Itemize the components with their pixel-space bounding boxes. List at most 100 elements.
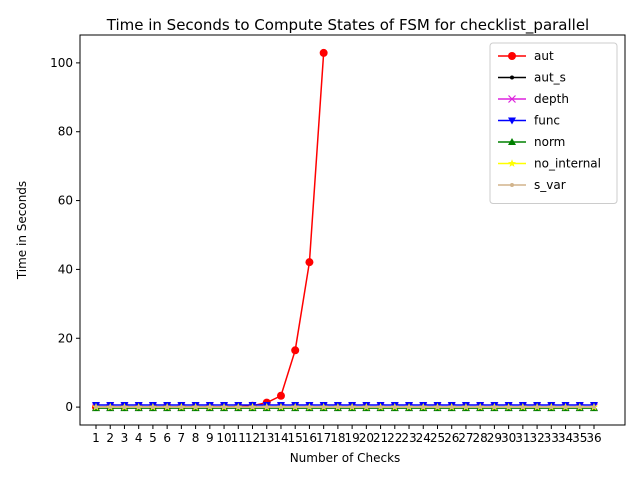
- marker: [236, 405, 241, 410]
- marker: [307, 405, 312, 410]
- legend-label: norm: [534, 135, 565, 149]
- x-tick-label: 2: [106, 431, 114, 445]
- x-tick-label: 29: [487, 431, 502, 445]
- y-tick-label: 20: [58, 331, 73, 345]
- marker: [378, 405, 383, 410]
- marker: [506, 405, 511, 410]
- legend-label: depth: [534, 92, 569, 106]
- marker: [136, 405, 141, 410]
- marker: [335, 405, 340, 410]
- x-tick-label: 9: [206, 431, 214, 445]
- marker: [278, 405, 283, 410]
- marker: [193, 405, 198, 410]
- x-tick-label: 6: [163, 431, 171, 445]
- chart-title: Time in Seconds to Compute States of FSM…: [106, 16, 589, 35]
- x-tick-label: 18: [330, 431, 345, 445]
- marker: [321, 405, 326, 410]
- legend-label: aut_s: [534, 71, 566, 85]
- x-tick-label: 32: [529, 431, 544, 445]
- x-tick-label: 19: [344, 431, 359, 445]
- x-tick-label: 3: [121, 431, 129, 445]
- y-tick-label: 100: [50, 56, 73, 70]
- y-tick-label: 0: [65, 400, 73, 414]
- marker: [293, 405, 298, 410]
- x-tick-label: 13: [259, 431, 274, 445]
- x-tick-label: 16: [302, 431, 317, 445]
- marker: [549, 405, 554, 410]
- x-tick-label: 30: [501, 431, 516, 445]
- x-tick-label: 14: [273, 431, 288, 445]
- legend-marker: [510, 75, 514, 80]
- legend-label: s_var: [534, 178, 566, 192]
- marker: [222, 405, 227, 410]
- x-tick-label: 7: [178, 431, 186, 445]
- marker: [207, 405, 212, 410]
- marker: [435, 405, 440, 410]
- y-tick-label: 40: [58, 262, 73, 276]
- x-tick-label: 1: [92, 431, 100, 445]
- marker: [179, 405, 184, 410]
- x-tick-label: 22: [387, 431, 402, 445]
- x-tick-label: 23: [401, 431, 416, 445]
- marker: [291, 346, 300, 355]
- marker: [165, 405, 170, 410]
- x-tick-label: 5: [149, 431, 157, 445]
- marker: [421, 405, 426, 410]
- marker: [563, 405, 568, 410]
- legend-marker: [508, 138, 516, 145]
- y-tick-label: 60: [58, 194, 73, 208]
- marker: [520, 405, 525, 410]
- marker: [94, 405, 98, 410]
- legend-marker: [508, 95, 516, 103]
- marker: [350, 405, 355, 410]
- marker: [264, 405, 269, 410]
- marker: [122, 405, 127, 410]
- marker: [392, 405, 397, 410]
- x-tick-label: 35: [572, 431, 587, 445]
- x-axis-label: Number of Checks: [290, 451, 401, 465]
- marker: [478, 405, 483, 410]
- marker: [577, 405, 582, 410]
- marker: [463, 405, 468, 410]
- legend-marker: [510, 183, 514, 187]
- y-tick-label: 80: [58, 125, 73, 139]
- marker: [150, 405, 155, 410]
- x-tick-label: 33: [544, 431, 559, 445]
- x-tick-label: 24: [416, 431, 431, 445]
- marker: [592, 405, 596, 410]
- marker: [305, 258, 314, 267]
- x-tick-label: 26: [444, 431, 459, 445]
- x-tick-label: 8: [192, 431, 200, 445]
- marker: [364, 405, 369, 410]
- x-tick-label: 4: [135, 431, 143, 445]
- x-tick-label: 10: [216, 431, 231, 445]
- x-tick-label: 36: [586, 431, 601, 445]
- x-tick-label: 17: [316, 431, 331, 445]
- marker: [407, 405, 412, 410]
- x-tick-label: 20: [359, 431, 374, 445]
- x-tick-label: 12: [245, 431, 260, 445]
- x-tick-label: 27: [458, 431, 473, 445]
- x-tick-label: 34: [558, 431, 573, 445]
- y-axis-label: Time in Seconds: [15, 181, 29, 280]
- marker: [276, 391, 285, 400]
- marker: [535, 405, 540, 410]
- marker: [319, 48, 328, 57]
- x-tick-label: 15: [288, 431, 303, 445]
- legend-marker: [508, 117, 516, 125]
- x-tick-label: 31: [515, 431, 530, 445]
- legend-label: no_internal: [534, 157, 601, 171]
- x-tick-label: 25: [430, 431, 445, 445]
- x-tick-label: 21: [373, 431, 388, 445]
- marker: [108, 405, 113, 410]
- x-tick-label: 11: [231, 431, 246, 445]
- x-tick-label: 28: [473, 431, 488, 445]
- marker: [250, 405, 255, 410]
- legend-label: func: [534, 114, 560, 128]
- legend-marker: [508, 52, 516, 60]
- marker: [449, 405, 454, 410]
- legend-label: aut: [534, 49, 554, 63]
- plot-frame: [79, 34, 626, 426]
- marker: [492, 405, 497, 410]
